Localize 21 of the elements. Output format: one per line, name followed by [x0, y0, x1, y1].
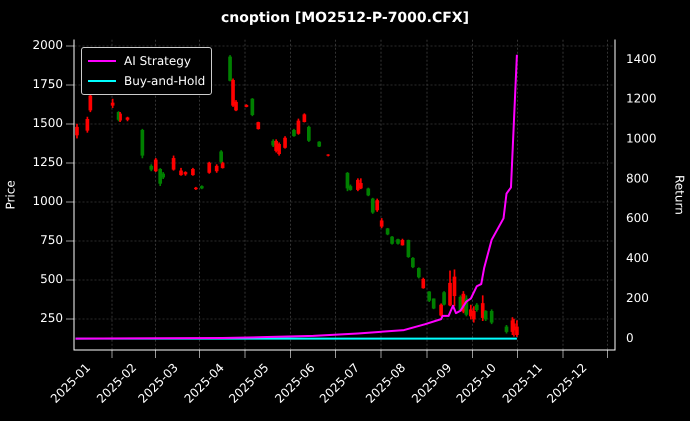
chart-title: cnoption [MO2512-P-7000.CFX] — [220, 10, 470, 26]
y-tick-label: 1750 — [32, 77, 63, 92]
y-tick-label: 1250 — [32, 155, 63, 170]
y2-tick-label: 400 — [626, 251, 649, 266]
y2-tick-label: 800 — [626, 171, 649, 186]
y-tick-label: 500 — [40, 272, 63, 286]
y2-tick-label: 1000 — [626, 132, 657, 146]
y2-axis-title: Return — [672, 174, 687, 215]
y2-tick-label: 200 — [626, 290, 649, 305]
legend-label: AI Strategy — [124, 52, 191, 70]
y-axis-title: Price — [3, 180, 18, 210]
y2-tick-label: 0 — [626, 330, 634, 345]
y-tick-label: 250 — [40, 311, 63, 326]
y-tick-label: 1000 — [32, 194, 63, 208]
y-tick-label: 1500 — [32, 116, 63, 130]
y2-tick-label: 600 — [626, 211, 649, 226]
y2-tick-label: 1400 — [626, 52, 657, 66]
y-tick-label: 2000 — [32, 38, 63, 52]
y-tick-label: 750 — [40, 233, 63, 248]
y2-tick-label: 1200 — [626, 92, 657, 106]
legend-label: Buy-and-Hold — [124, 72, 206, 90]
